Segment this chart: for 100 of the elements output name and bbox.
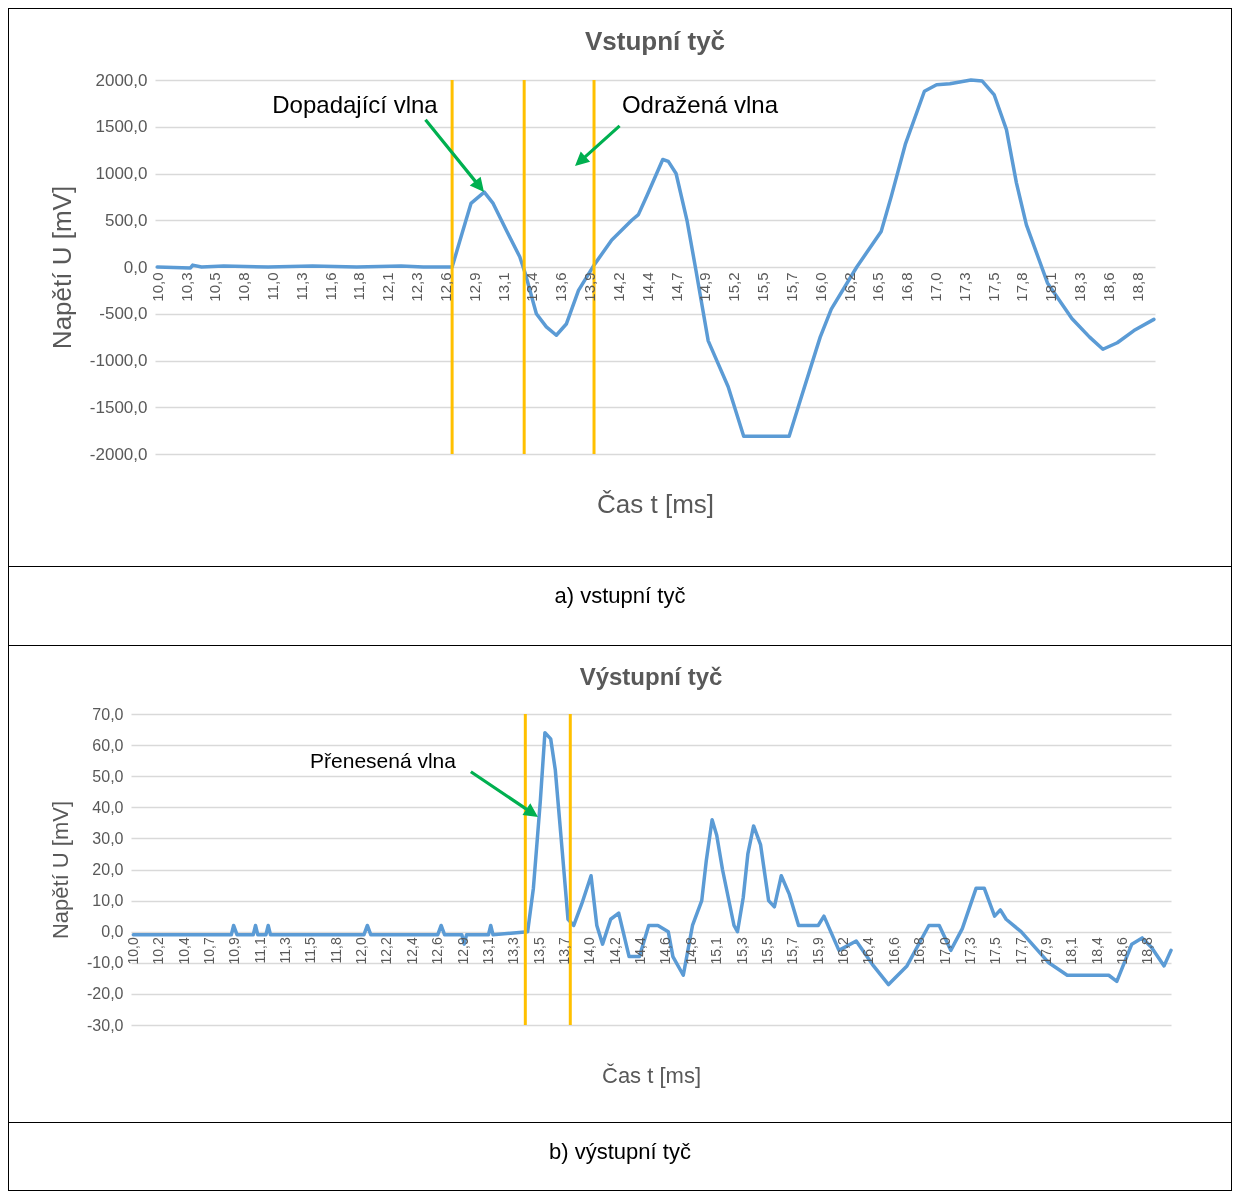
y-tick-label: 30,0 xyxy=(92,829,124,847)
x-tick-label: 15,9 xyxy=(809,936,826,965)
x-tick-label: 17,3 xyxy=(955,272,973,302)
y-tick-label: -1000,0 xyxy=(89,351,148,370)
x-tick-label: 17,8 xyxy=(1013,272,1031,302)
x-tick-label: 11,0 xyxy=(264,272,282,301)
y-axis-title: Napětí U [mV] xyxy=(46,185,77,350)
x-tick-label: 14,2 xyxy=(606,936,623,965)
x-tick-label: 13,7 xyxy=(556,936,573,965)
y-tick-label: -30,0 xyxy=(87,1016,124,1034)
y-tick-label: 500,0 xyxy=(104,210,148,230)
x-tick-label: 14,8 xyxy=(682,936,699,965)
x-tick-label: 11,5 xyxy=(302,937,319,964)
y-tick-label: 0,0 xyxy=(123,257,148,277)
y-tick-label: 60,0 xyxy=(92,736,124,754)
y-tick-label: 40,0 xyxy=(92,798,124,816)
x-tick-label: 15,7 xyxy=(782,272,800,302)
x-tick-label: 14,6 xyxy=(657,936,674,965)
x-tick-label: 12,1 xyxy=(379,272,397,302)
y-tick-label: 1000,0 xyxy=(95,164,148,183)
x-tick-label: 17,5 xyxy=(987,936,1004,965)
x-tick-label: 12,4 xyxy=(403,936,420,965)
x-tick-label: 16,8 xyxy=(911,936,928,965)
y-tick-label: 50,0 xyxy=(92,767,124,785)
x-tick-label: 17,3 xyxy=(961,936,978,965)
x-tick-label: 16,8 xyxy=(898,272,916,302)
x-tick-label: 11,3 xyxy=(292,272,310,301)
text: b) výstupní tyč xyxy=(9,1123,1231,1191)
x-tick-label: 13,5 xyxy=(530,936,547,965)
x-tick-label: 17,0 xyxy=(936,936,953,965)
annotation: Přenesená vlna xyxy=(310,749,457,772)
line-series xyxy=(155,78,1156,438)
x-tick-label: 17,7 xyxy=(1012,936,1029,965)
x-tick-label: 17,5 xyxy=(984,272,1002,302)
y-tick-label: -2000,0 xyxy=(89,444,148,464)
x-tick-label: 16,4 xyxy=(860,936,877,965)
x-tick-label: 10,8 xyxy=(235,272,253,302)
x-tick-label: 16,2 xyxy=(840,272,858,302)
x-tick-label: 14,2 xyxy=(609,272,627,302)
x-tick-label: 13,1 xyxy=(494,272,512,302)
x-tick-label: 13,4 xyxy=(523,272,541,302)
x-tick-label: 15,5 xyxy=(758,936,775,965)
x-axis-title: Čas t [ms] xyxy=(596,488,715,519)
x-tick-label: 13,3 xyxy=(505,936,522,965)
x-tick-label: 13,9 xyxy=(581,272,599,302)
x-tick-label: 15,7 xyxy=(784,936,801,965)
x-tick-label: 13,1 xyxy=(479,936,496,965)
x-tick-label: 10,7 xyxy=(200,936,217,965)
x-tick-label: 18,1 xyxy=(1042,272,1060,302)
x-tick-label: 15,1 xyxy=(708,936,725,965)
x-tick-label: 14,4 xyxy=(632,936,649,965)
x-tick-label: 17,9 xyxy=(1037,936,1054,965)
x-tick-label: 18,8 xyxy=(1139,936,1156,965)
x-tick-label: 13,6 xyxy=(552,272,570,302)
x-tick-label: 17,0 xyxy=(926,272,944,302)
x-tick-label: 12,0 xyxy=(353,936,370,965)
x-tick-label: 18,6 xyxy=(1099,272,1117,302)
x-tick-label: 16,0 xyxy=(811,272,829,302)
x-tick-label: 15,2 xyxy=(725,272,743,302)
x-tick-label: 18,3 xyxy=(1071,272,1089,302)
x-tick-label: 12,3 xyxy=(408,272,426,302)
x-tick-label: 11,8 xyxy=(327,937,344,964)
x-tick-label: 12,6 xyxy=(429,936,446,965)
x-tick-label: 12,9 xyxy=(454,936,471,965)
y-tick-label: -10,0 xyxy=(87,954,124,972)
x-tick-label: 14,9 xyxy=(696,272,714,302)
x-tick-label: 18,8 xyxy=(1128,272,1146,302)
y-tick-label: 0,0 xyxy=(101,923,124,941)
x-tick-label: 11,8 xyxy=(350,272,368,301)
x-tick-label: 14,0 xyxy=(581,936,598,965)
y-tick-label: 70,0 xyxy=(92,705,124,723)
x-tick-label: 11,6 xyxy=(321,272,339,301)
chart-title: Výstupní tyč xyxy=(579,663,723,690)
x-tick-label: 12,2 xyxy=(378,936,395,965)
x-tick-label: 14,7 xyxy=(667,272,685,302)
x-tick-label: 18,6 xyxy=(1114,936,1131,965)
y-tick-label: -1500,0 xyxy=(89,397,148,417)
x-tick-label: 12,6 xyxy=(436,272,454,302)
x-tick-label: 10,5 xyxy=(206,272,224,302)
x-tick-label: 12,9 xyxy=(465,272,483,302)
x-tick-label: 16,5 xyxy=(869,272,887,302)
y-tick-label: 1500,0 xyxy=(95,117,148,137)
y-tick-label: -500,0 xyxy=(99,304,148,324)
x-tick-label: 10,9 xyxy=(226,936,243,965)
chart-title: Vstupní tyč xyxy=(584,26,726,56)
annotation: Odražená vlna xyxy=(621,91,779,118)
x-tick-label: 11,1 xyxy=(251,937,268,964)
x-axis-title: Čas t [ms] xyxy=(601,1062,702,1088)
y-tick-label: 2000,0 xyxy=(95,70,148,90)
x-tick-label: 18,4 xyxy=(1088,936,1105,965)
x-tick-label: 11,3 xyxy=(277,937,293,964)
x-tick-label: 15,5 xyxy=(754,272,772,302)
x-tick-label: 10,2 xyxy=(150,936,167,965)
x-tick-label: 14,4 xyxy=(638,272,656,302)
y-tick-label: -20,0 xyxy=(87,985,124,1003)
x-tick-label: 10,4 xyxy=(175,936,192,965)
y-tick-label: 10,0 xyxy=(92,892,124,910)
x-tick-label: 18,1 xyxy=(1063,936,1080,965)
text: a) vstupní tyč xyxy=(9,567,1231,646)
annotation: Dopadající vlna xyxy=(272,91,439,118)
